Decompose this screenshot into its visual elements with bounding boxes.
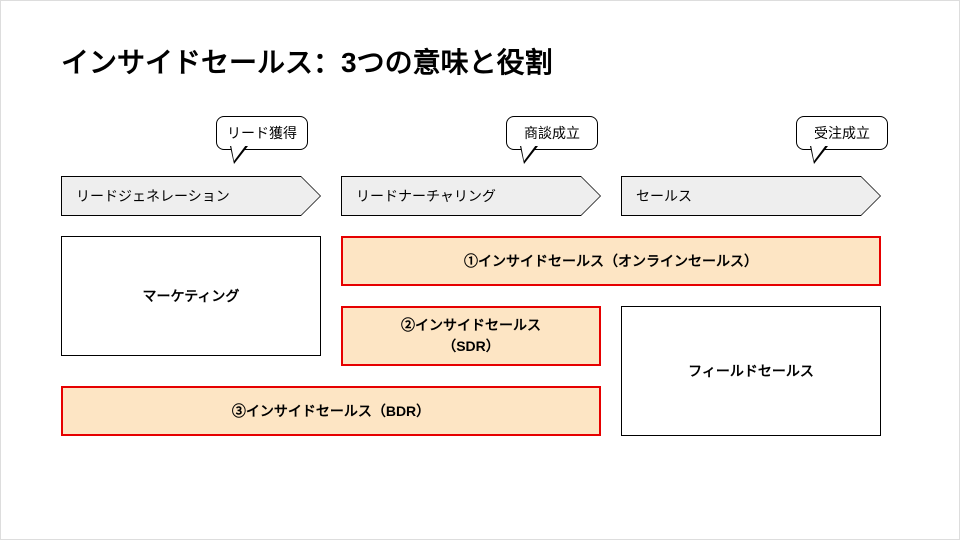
chevron-right-icon [581,176,601,216]
chevron-right-icon [861,176,881,216]
callout-label: 受注成立 [796,116,888,150]
stage-label: リードジェネレーション [61,176,301,216]
callout-deal-won: 商談成立 [506,116,598,150]
box-is-online: ①インサイドセールス（オンラインセールス） [341,236,881,286]
stage-leadgen: リードジェネレーション [61,176,321,216]
box-is-sdr: ②インサイドセールス （SDR） [341,306,601,366]
stage-label: セールス [621,176,861,216]
stage-label: リードナーチャリング [341,176,581,216]
chevron-right-icon [301,176,321,216]
callout-label: リード獲得 [216,116,308,150]
box-is-bdr: ③インサイドセールス（BDR） [61,386,601,436]
stage-nurture: リードナーチャリング [341,176,601,216]
box-field-sales: フィールドセールス [621,306,881,436]
stage-sales: セールス [621,176,881,216]
callout-lead-acq: リード獲得 [216,116,308,150]
box-marketing: マーケティング [61,236,321,356]
callout-order-won: 受注成立 [796,116,888,150]
callout-label: 商談成立 [506,116,598,150]
page-title: インサイドセールス：3つの意味と役割 [61,41,553,81]
